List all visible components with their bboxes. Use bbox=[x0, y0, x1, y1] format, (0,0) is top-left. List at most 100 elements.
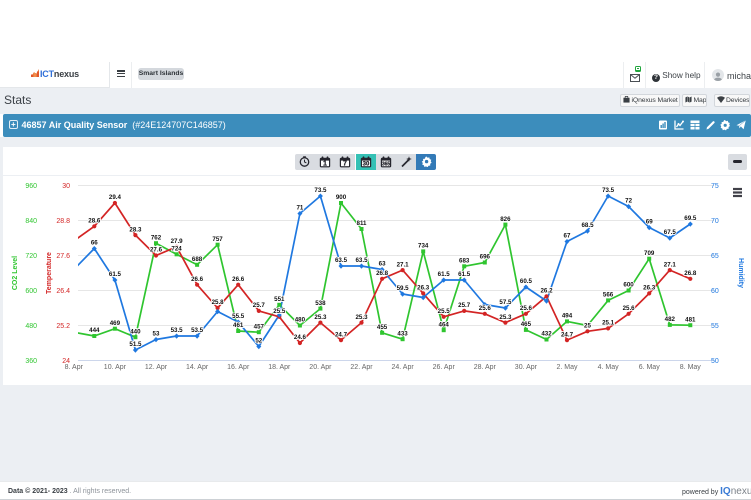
svg-text:22. Apr: 22. Apr bbox=[350, 364, 373, 371]
svg-text:61.5: 61.5 bbox=[109, 271, 122, 278]
svg-text:709: 709 bbox=[644, 250, 655, 257]
svg-text:25.3: 25.3 bbox=[499, 314, 512, 321]
svg-text:75: 75 bbox=[711, 183, 719, 190]
svg-text:25.7: 25.7 bbox=[253, 302, 266, 309]
svg-text:551: 551 bbox=[274, 296, 285, 303]
svg-text:69: 69 bbox=[646, 219, 653, 226]
svg-text:70: 70 bbox=[711, 218, 719, 225]
svg-text:26.2: 26.2 bbox=[540, 288, 553, 295]
svg-text:720: 720 bbox=[25, 253, 37, 260]
svg-text:464: 464 bbox=[439, 321, 450, 328]
svg-text:63.5: 63.5 bbox=[335, 257, 348, 264]
svg-text:444: 444 bbox=[89, 327, 100, 334]
svg-text:50: 50 bbox=[711, 358, 719, 365]
svg-text:900: 900 bbox=[336, 194, 347, 201]
svg-text:60: 60 bbox=[711, 288, 719, 295]
svg-text:28.6: 28.6 bbox=[88, 218, 101, 225]
svg-text:26.8: 26.8 bbox=[684, 270, 697, 277]
svg-text:73.5: 73.5 bbox=[314, 187, 327, 194]
svg-text:696: 696 bbox=[480, 254, 491, 261]
svg-text:30. Apr: 30. Apr bbox=[515, 364, 538, 371]
svg-text:63: 63 bbox=[379, 261, 386, 268]
svg-text:2. May: 2. May bbox=[556, 364, 578, 371]
svg-text:683: 683 bbox=[459, 258, 470, 265]
svg-text:53.5: 53.5 bbox=[171, 327, 184, 334]
svg-text:27.6: 27.6 bbox=[150, 247, 163, 254]
svg-text:55: 55 bbox=[711, 323, 719, 330]
svg-text:481: 481 bbox=[685, 316, 696, 323]
svg-text:24.7: 24.7 bbox=[335, 331, 348, 338]
svg-text:61.5: 61.5 bbox=[438, 271, 451, 278]
svg-text:27.6: 27.6 bbox=[56, 253, 70, 260]
svg-text:482: 482 bbox=[665, 316, 676, 323]
svg-text:24.7: 24.7 bbox=[561, 331, 574, 338]
svg-text:25.3: 25.3 bbox=[355, 314, 368, 321]
svg-text:469: 469 bbox=[110, 320, 121, 327]
svg-text:25.6: 25.6 bbox=[623, 305, 636, 312]
svg-text:433: 433 bbox=[397, 330, 408, 337]
svg-text:826: 826 bbox=[500, 216, 511, 223]
svg-text:365: 365 bbox=[382, 161, 391, 167]
svg-text:724: 724 bbox=[171, 246, 182, 253]
svg-text:24.6: 24.6 bbox=[294, 334, 307, 341]
svg-text:25.1: 25.1 bbox=[602, 320, 615, 327]
svg-text:14. Apr: 14. Apr bbox=[186, 364, 209, 371]
svg-text:4. May: 4. May bbox=[598, 364, 620, 371]
svg-text:25.7: 25.7 bbox=[458, 302, 471, 309]
svg-text:25.2: 25.2 bbox=[56, 323, 70, 330]
svg-text:757: 757 bbox=[212, 236, 223, 243]
svg-text:12. Apr: 12. Apr bbox=[145, 364, 168, 371]
svg-text:960: 960 bbox=[25, 183, 37, 190]
svg-text:1: 1 bbox=[323, 160, 327, 167]
svg-text:67: 67 bbox=[564, 233, 571, 240]
svg-text:6. May: 6. May bbox=[639, 364, 661, 371]
svg-text:26.3: 26.3 bbox=[417, 285, 430, 292]
svg-text:26.8: 26.8 bbox=[376, 270, 389, 277]
svg-text:27.9: 27.9 bbox=[171, 238, 184, 245]
svg-text:53: 53 bbox=[153, 331, 160, 338]
svg-text:8. May: 8. May bbox=[680, 364, 702, 371]
svg-text:688: 688 bbox=[192, 256, 203, 263]
svg-text:65: 65 bbox=[711, 253, 719, 260]
svg-text:566: 566 bbox=[603, 292, 614, 299]
svg-text:8. Apr: 8. Apr bbox=[65, 364, 84, 371]
svg-text:24: 24 bbox=[62, 358, 70, 365]
svg-text:25.6: 25.6 bbox=[479, 305, 492, 312]
svg-text:27.1: 27.1 bbox=[397, 261, 410, 268]
svg-text:360: 360 bbox=[25, 358, 37, 365]
svg-text:73.5: 73.5 bbox=[602, 187, 615, 194]
svg-text:CO2 Level: CO2 Level bbox=[12, 256, 19, 290]
svg-text:52: 52 bbox=[255, 338, 262, 345]
svg-text:28. Apr: 28. Apr bbox=[474, 364, 497, 371]
svg-text:26.6: 26.6 bbox=[232, 276, 245, 283]
svg-text:28.3: 28.3 bbox=[129, 226, 142, 233]
svg-text:29.4: 29.4 bbox=[109, 194, 122, 201]
svg-text:24. Apr: 24. Apr bbox=[392, 364, 415, 371]
svg-text:27.1: 27.1 bbox=[664, 261, 677, 268]
svg-text:25.5: 25.5 bbox=[273, 308, 286, 315]
svg-text:762: 762 bbox=[151, 234, 162, 241]
svg-text:25.8: 25.8 bbox=[212, 299, 225, 306]
svg-text:600: 600 bbox=[623, 282, 634, 289]
svg-text:734: 734 bbox=[418, 243, 429, 250]
svg-text:71: 71 bbox=[296, 205, 303, 212]
svg-text:30: 30 bbox=[62, 183, 70, 190]
svg-text:30: 30 bbox=[362, 161, 369, 167]
svg-text:67.5: 67.5 bbox=[664, 229, 677, 236]
svg-text:480: 480 bbox=[295, 317, 306, 324]
svg-text:25.5: 25.5 bbox=[438, 308, 451, 315]
svg-text:72: 72 bbox=[625, 198, 632, 205]
svg-text:51.5: 51.5 bbox=[129, 341, 142, 348]
svg-text:61.5: 61.5 bbox=[458, 271, 471, 278]
svg-text:26.4: 26.4 bbox=[56, 288, 70, 295]
svg-text:26. Apr: 26. Apr bbox=[433, 364, 456, 371]
svg-text:811: 811 bbox=[357, 220, 368, 227]
svg-text:432: 432 bbox=[541, 331, 552, 338]
svg-text:26.6: 26.6 bbox=[191, 276, 204, 283]
svg-text:600: 600 bbox=[25, 288, 37, 295]
svg-text:20. Apr: 20. Apr bbox=[309, 364, 332, 371]
svg-text:Humidity: Humidity bbox=[737, 258, 744, 288]
svg-text:68.5: 68.5 bbox=[581, 222, 594, 229]
svg-text:59.5: 59.5 bbox=[397, 285, 410, 292]
svg-text:25.3: 25.3 bbox=[314, 314, 327, 321]
